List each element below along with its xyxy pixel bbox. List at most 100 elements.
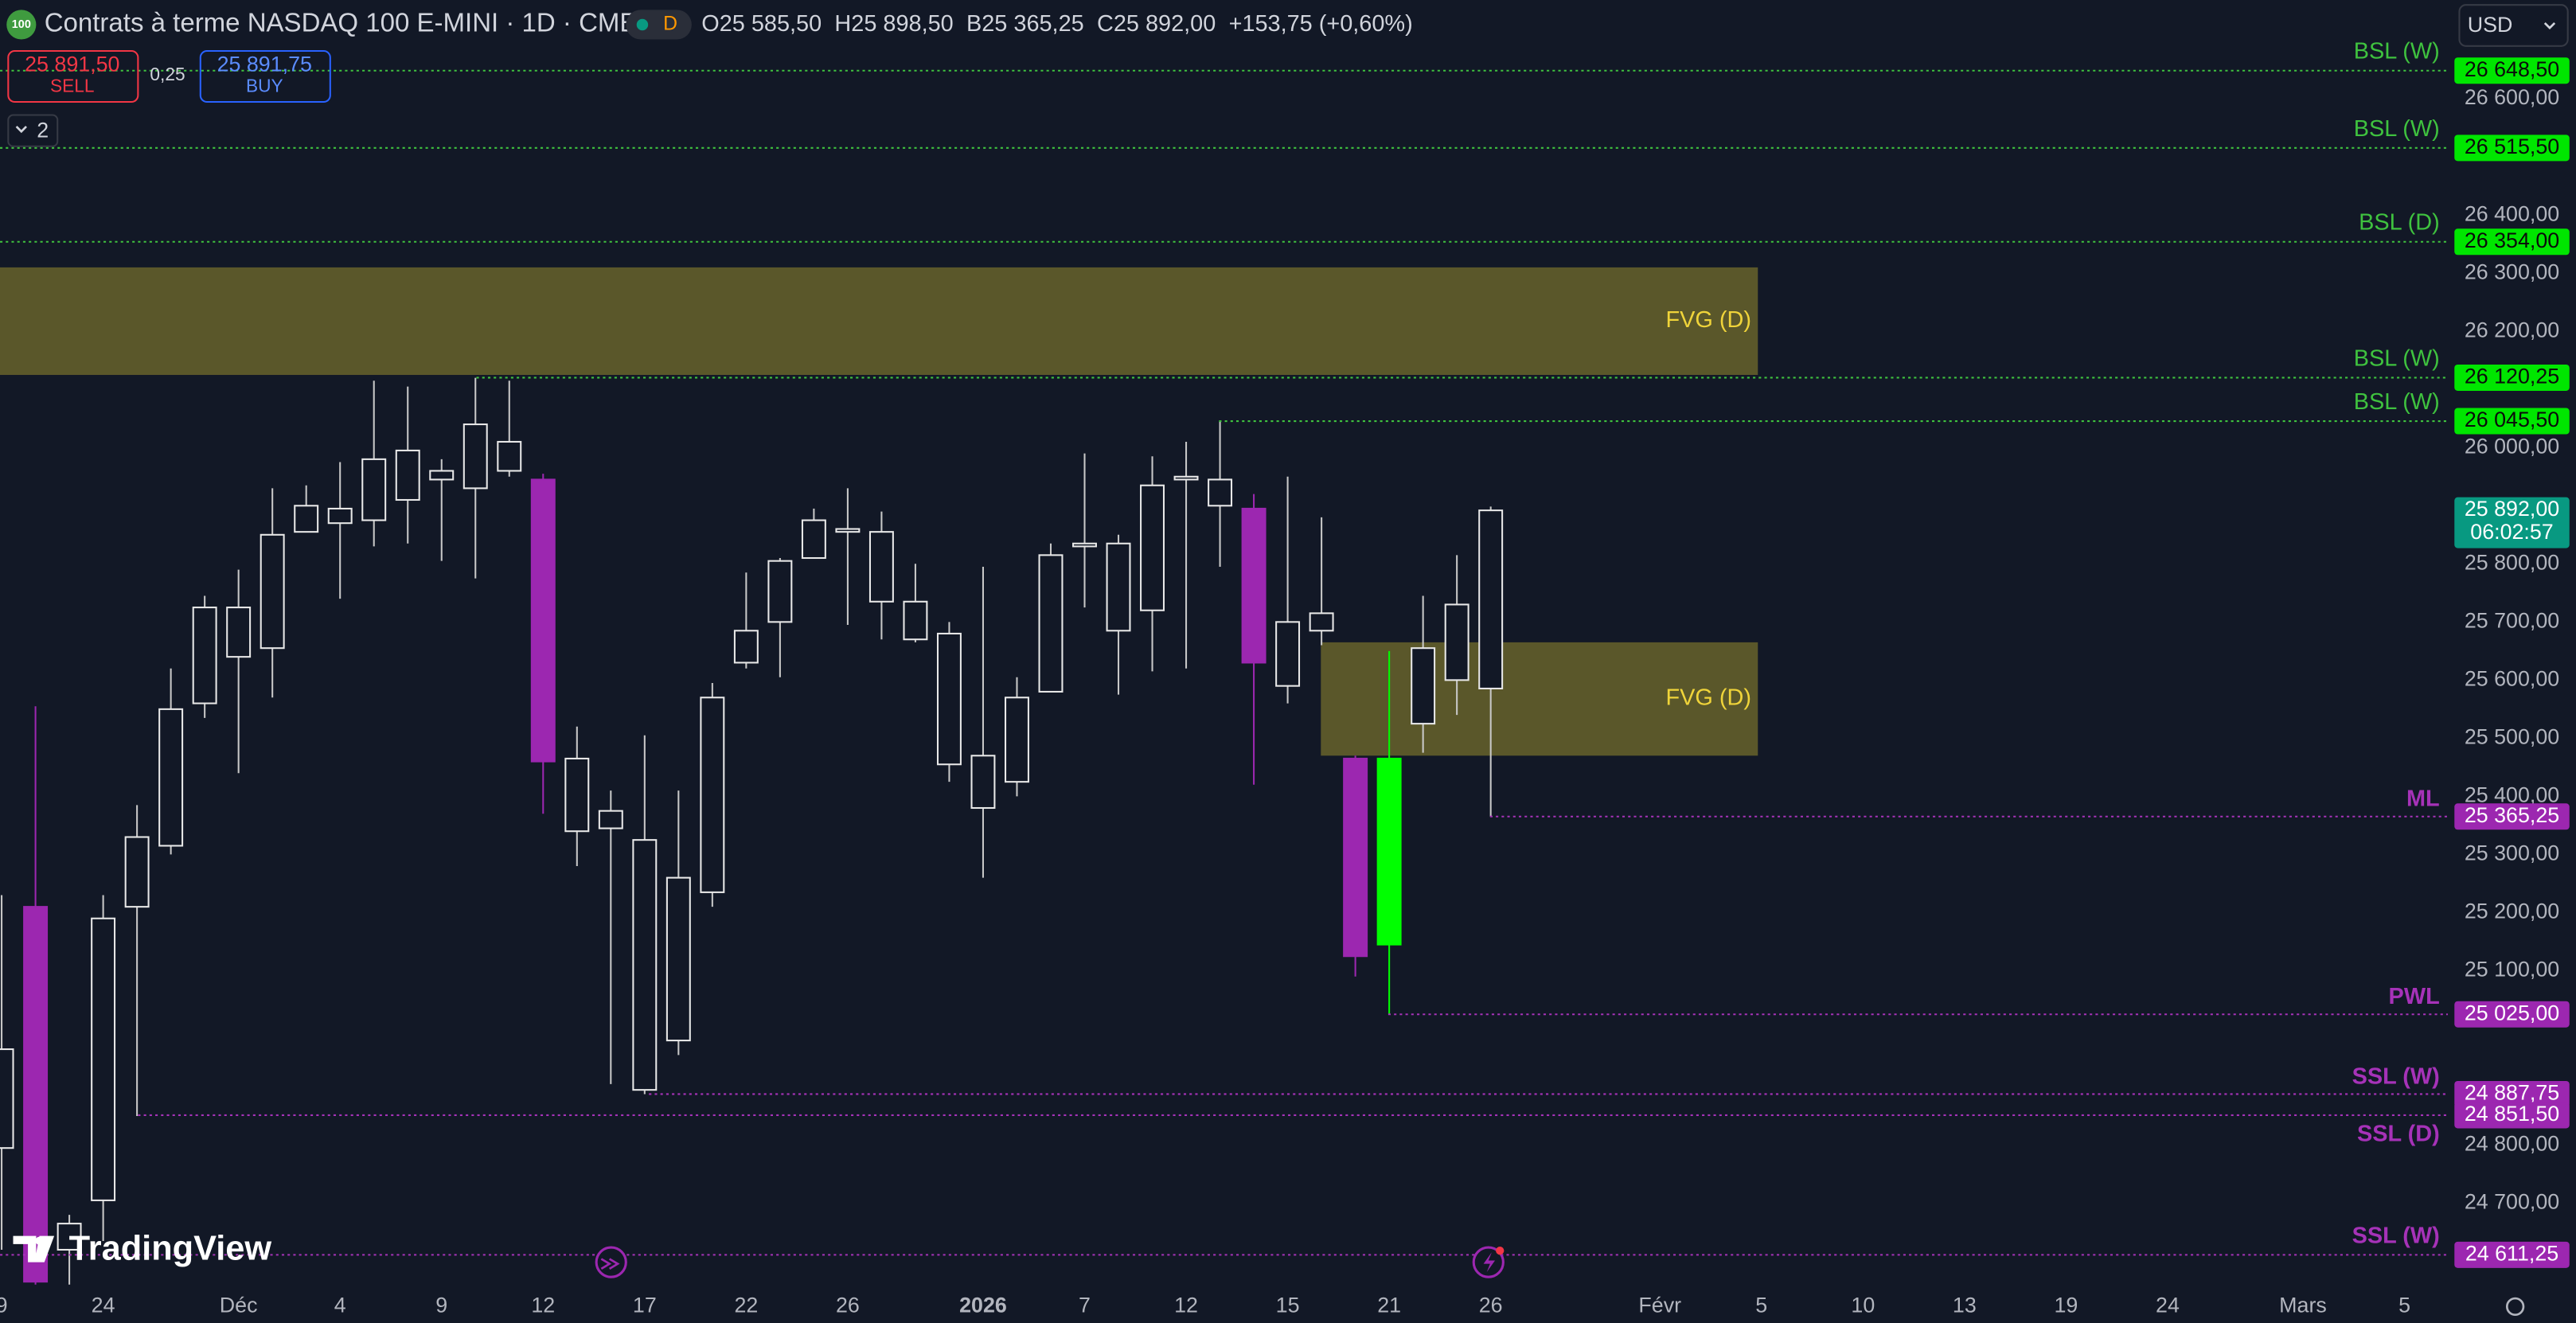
candle-body — [429, 470, 455, 481]
level-tag-text: 24 887,75 — [2465, 1081, 2559, 1105]
y-tick-label: 25 500,00 — [2465, 724, 2559, 748]
buy-button[interactable] — [199, 49, 331, 103]
candle-body — [767, 560, 793, 623]
x-tick-label: 2026 — [959, 1293, 1007, 1317]
chevron — [15, 126, 27, 134]
candle-body — [463, 423, 488, 490]
last-price-tag — [2454, 497, 2570, 548]
candle-body — [1478, 509, 1504, 689]
chevron — [2543, 21, 2556, 29]
settings-icon[interactable] — [2505, 1297, 2525, 1317]
indicators-toggle[interactable] — [7, 114, 59, 147]
x-tick-label: 15 — [1276, 1293, 1300, 1317]
plot: FVG (D) FVG (D) 26 600,00 26 400,00 26 300,0… — [0, 39, 2570, 1317]
event-icon[interactable] — [595, 1246, 627, 1278]
level-name: BSL (W) — [2354, 389, 2440, 415]
level-tag — [2454, 1102, 2570, 1129]
y-tick-label: 25 400,00 — [2465, 782, 2559, 806]
sell-price: 25 891,50 — [25, 53, 119, 76]
candle-body — [1444, 603, 1469, 681]
symbol-title[interactable]: Contrats à terme NASDAQ 100 E-MINI · 1D … — [45, 8, 638, 37]
level-tag-text: 25 025,00 — [2465, 1001, 2559, 1024]
ohlc-key: O — [701, 11, 719, 37]
symbol-icon-text: 100 — [12, 18, 31, 31]
fvg-label: FVG (D) — [1666, 685, 1751, 711]
currency-select[interactable] — [2458, 4, 2569, 47]
level-tag — [2454, 803, 2570, 830]
buy-label: BUY — [246, 75, 283, 96]
level-name: BSL (W) — [2354, 345, 2440, 371]
y-tick-label: 25 200,00 — [2465, 900, 2559, 923]
status-dot — [636, 18, 649, 31]
buy-price: 25 891,75 — [217, 53, 312, 76]
level-name: SSL (W) — [2352, 1223, 2440, 1248]
level-tag — [2454, 135, 2570, 162]
y-tick-label: 25 600,00 — [2465, 666, 2559, 690]
candle-body — [1411, 647, 1436, 725]
fvg-zone — [1321, 642, 1758, 756]
x-tick-label: 9 — [435, 1293, 447, 1317]
level-tag — [2454, 228, 2570, 256]
level-tag-text: 26 045,50 — [2465, 408, 2559, 431]
candle-body — [260, 533, 285, 650]
x-tick-label: Mars — [2279, 1293, 2327, 1317]
candle-body — [733, 630, 759, 664]
candle-body — [801, 519, 826, 560]
spread: 0,25 — [150, 64, 185, 84]
candle-body — [1376, 757, 1402, 946]
candle-body — [226, 607, 252, 658]
x-tick-label: 26 — [1479, 1293, 1503, 1317]
level-name: BSL (W) — [2354, 39, 2440, 64]
candle-body — [936, 632, 962, 766]
candle-body — [700, 697, 725, 893]
x-tick-label: 21 — [1377, 1293, 1401, 1317]
x-tick-label: 24 — [92, 1293, 115, 1317]
candle-body — [564, 757, 590, 833]
level-tag — [2454, 57, 2570, 84]
x-tick-label: 7 — [1079, 1293, 1091, 1317]
y-tick-label: 25 100,00 — [2465, 958, 2559, 982]
logo-mark — [13, 1235, 55, 1263]
candle-body — [57, 1223, 82, 1251]
x-tick-label: 5 — [1755, 1293, 1767, 1317]
y-tick-label: 26 300,00 — [2465, 260, 2559, 283]
status-badge[interactable] — [626, 10, 692, 40]
indicators-count: 2 — [37, 118, 49, 142]
event-glyph — [1483, 1252, 1496, 1272]
candle-body — [1275, 621, 1301, 687]
level-tag-text: 24 851,50 — [2465, 1102, 2559, 1126]
x-tick-label: 22 — [734, 1293, 758, 1317]
x-tick-label: 12 — [1174, 1293, 1198, 1317]
ohlc-key: C — [1097, 11, 1114, 37]
candle-body — [1343, 757, 1368, 958]
x-tick-label: 13 — [1953, 1293, 1977, 1317]
ohlc-key: H — [834, 11, 851, 37]
level-tag — [2454, 408, 2570, 435]
candle-body — [124, 836, 150, 908]
candle-body — [1208, 478, 1233, 507]
level-tag — [2454, 364, 2570, 391]
x-tick-label: Déc — [220, 1293, 258, 1317]
level-tag-text: 26 120,25 — [2465, 365, 2559, 388]
candle-body — [158, 708, 184, 847]
x-tick-label: 19 — [2054, 1293, 2078, 1317]
fvg-zone — [0, 267, 1758, 375]
event-dot — [1496, 1246, 1505, 1255]
y-tick-label: 25 700,00 — [2465, 608, 2559, 632]
candle-body — [1309, 612, 1334, 632]
candle-body — [632, 839, 658, 1091]
sell-label: SELL — [50, 75, 95, 96]
y-tick-label: 25 800,00 — [2465, 550, 2559, 574]
y-tick-label: 24 800,00 — [2465, 1132, 2559, 1156]
level-tag — [2454, 1080, 2570, 1107]
y-tick-label: 24 700,00 — [2465, 1190, 2559, 1214]
x-tick-label: Févr — [1638, 1293, 1681, 1317]
candle-body — [665, 876, 691, 1042]
sell-button[interactable] — [7, 49, 139, 103]
ohlc-value: 25 898,50 — [851, 11, 953, 37]
candle-body — [1004, 697, 1029, 783]
level-tag-text: 25 365,25 — [2465, 803, 2559, 827]
ohlc-value: 25 892,00 — [1114, 11, 1216, 37]
ohlc-value: 25 585,50 — [720, 11, 822, 37]
